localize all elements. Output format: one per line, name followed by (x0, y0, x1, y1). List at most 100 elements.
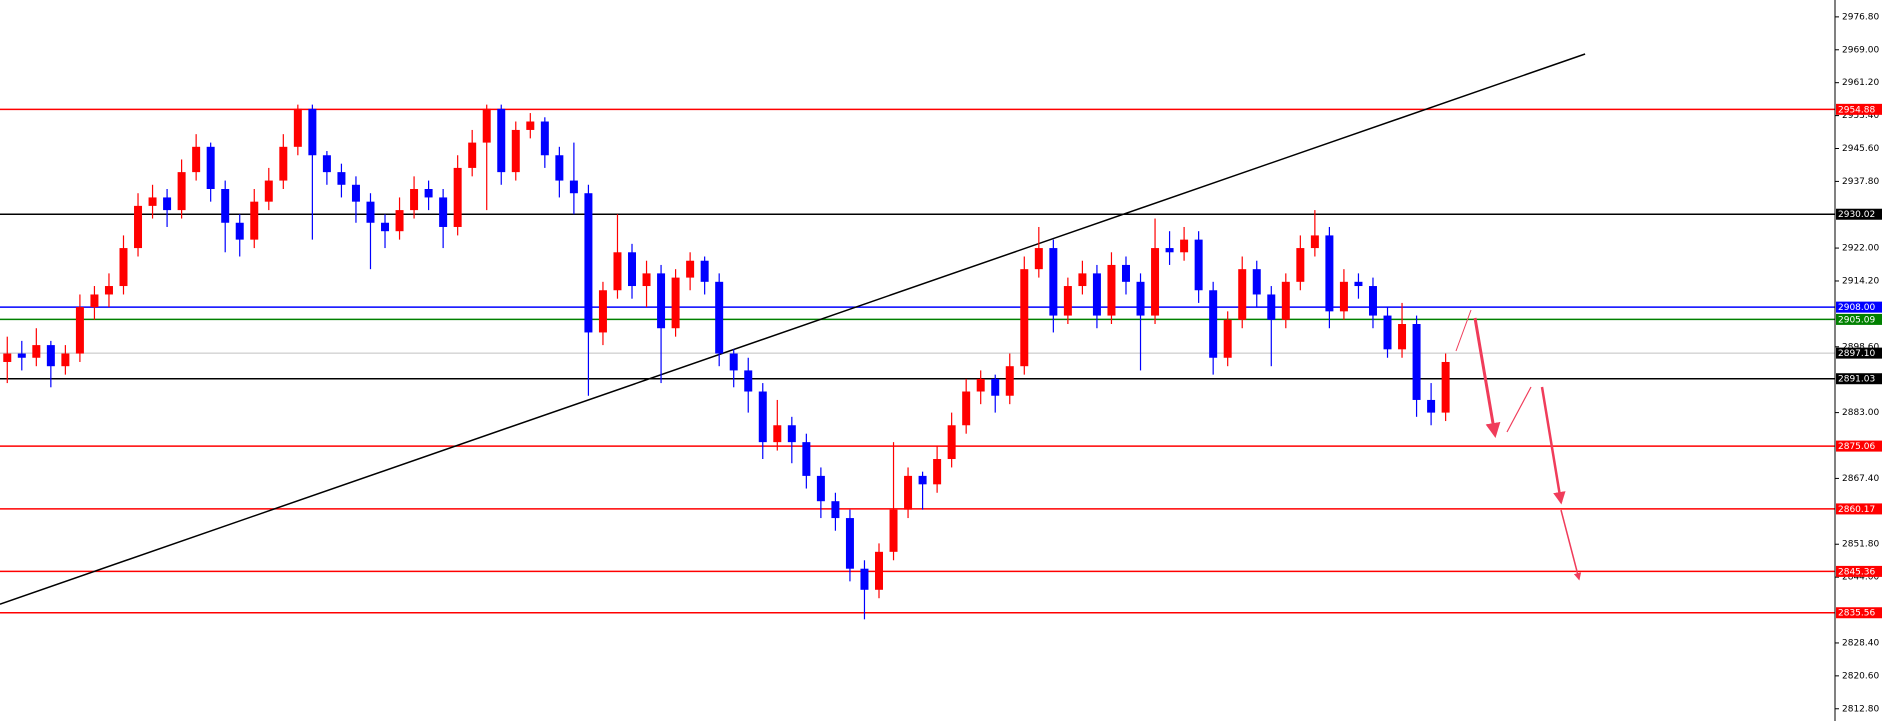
candle-body (787, 425, 796, 443)
candle-body (976, 378, 985, 392)
level-label: 2930.02 (1838, 210, 1875, 220)
candle-body (918, 475, 927, 485)
candle-body (279, 146, 288, 181)
candle-body (17, 353, 26, 358)
level-label-box (1836, 565, 1882, 577)
candle-body (875, 551, 883, 590)
candle-body (845, 518, 854, 569)
candle-body (1238, 269, 1247, 320)
candle-body (177, 172, 186, 211)
candle-body (773, 425, 782, 443)
candle-body (889, 509, 898, 552)
candle-body (206, 146, 215, 190)
candle-body (75, 307, 84, 354)
y-tick-label: 2828.40 (1842, 638, 1879, 648)
y-tick-label: 2820.60 (1842, 671, 1879, 681)
candle-body (1107, 264, 1116, 316)
y-tick-label: 2922.00 (1842, 244, 1879, 254)
candle-body (1325, 235, 1334, 312)
level-label: 2835.56 (1838, 609, 1875, 619)
candle-body (1005, 366, 1014, 396)
level-label-box (1836, 301, 1882, 313)
candle-body (1398, 324, 1407, 350)
level-label: 2891.03 (1838, 375, 1875, 385)
level-label-box (1836, 208, 1882, 220)
candle-body (366, 201, 375, 223)
y-tick-label: 2945.60 (1842, 144, 1879, 154)
candle-body (511, 129, 520, 173)
candle-body (1339, 281, 1348, 312)
candle-body (381, 222, 390, 232)
y-tick-label: 2844.00 (1842, 573, 1879, 583)
candle-body (947, 425, 956, 460)
candle-body (700, 260, 709, 282)
y-tick-label: 2937.80 (1842, 177, 1879, 187)
candle-body (1078, 273, 1087, 287)
candle-body (758, 391, 767, 443)
candle-body (1049, 248, 1058, 316)
candle-body (598, 290, 607, 333)
price-axis (1835, 0, 1883, 721)
y-tick-label: 2898.60 (1842, 342, 1879, 352)
candle-body (351, 184, 360, 202)
level-label-box (1836, 347, 1882, 359)
y-tick-label: 2851.80 (1842, 540, 1879, 550)
candle-body (657, 273, 666, 329)
candle-body (32, 345, 41, 358)
level-label-box (1836, 103, 1882, 115)
candle-body (46, 345, 55, 367)
candle-body (424, 189, 433, 198)
candle-body (1441, 361, 1450, 413)
candle-body (1310, 235, 1319, 249)
level-label: 2897.10 (1838, 349, 1875, 359)
candle-body (3, 353, 12, 362)
candle-body (1223, 319, 1232, 358)
candle-body (715, 281, 724, 354)
candle-body (1063, 286, 1072, 316)
level-label-box (1836, 313, 1882, 325)
y-tick-label: 2914.20 (1842, 276, 1879, 286)
candle-body (163, 197, 172, 211)
candle-body (250, 201, 259, 240)
candle-body (1165, 248, 1174, 253)
candle-body (686, 260, 695, 278)
y-tick-label: 2812.80 (1842, 704, 1879, 714)
candle-body (192, 146, 201, 173)
candle-body (104, 286, 113, 295)
arrow (1455, 309, 1472, 352)
candle-body (410, 189, 419, 211)
y-tick-label: 2961.20 (1842, 78, 1879, 88)
level-label-box (1836, 607, 1882, 619)
y-tick-label: 2976.80 (1842, 12, 1879, 22)
candle-body (221, 189, 230, 223)
plot-area (0, 53, 1835, 620)
candle-body (90, 294, 99, 308)
candle-body (497, 108, 506, 173)
level-label: 2875.06 (1838, 442, 1875, 452)
level-label: 2905.09 (1838, 315, 1875, 325)
level-label: 2845.36 (1838, 567, 1875, 577)
trend-line (0, 53, 1586, 605)
level-label-box (1836, 440, 1882, 452)
candle-body (1368, 286, 1377, 316)
candle-body (61, 353, 70, 367)
candle-body (860, 568, 869, 590)
candle-body (395, 210, 404, 232)
y-tick-label: 2883.00 (1842, 408, 1879, 418)
candle-body (119, 248, 128, 287)
candle-body (816, 475, 825, 502)
candle-body (1020, 269, 1029, 367)
candle-body (744, 370, 753, 392)
candle-body (729, 353, 738, 371)
candle-body (1121, 264, 1130, 282)
candle-body (628, 252, 637, 287)
level-label-box (1836, 503, 1882, 515)
projection-arrows (1455, 309, 1582, 581)
candle-body (1194, 239, 1203, 291)
candle-body (453, 167, 462, 227)
candle-body (904, 475, 913, 510)
level-label-box (1836, 373, 1882, 385)
candle-body (613, 252, 622, 291)
candle-body (1412, 324, 1421, 400)
candle-body (1267, 294, 1276, 320)
